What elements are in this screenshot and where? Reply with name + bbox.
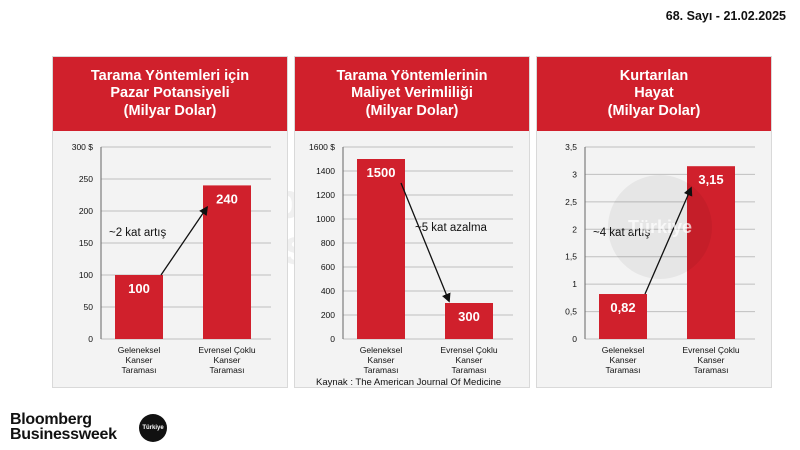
chart-title: Tarama Yöntemlerinin Maliyet Verimliliği… (295, 57, 529, 131)
chart-title-line: Kurtarılan (619, 67, 689, 84)
chart-title-line: (Milyar Dolar) (123, 102, 217, 119)
category-label: Geleneksel (602, 345, 645, 355)
category-label: Taraması (122, 365, 157, 375)
y-tick-label: 0 (330, 334, 335, 344)
charts-area: Tarama Yöntemleri için Pazar Potansiyeli… (52, 56, 772, 388)
brand-logo: Bloomberg Businessweek (10, 411, 117, 443)
category-label: Kanser (126, 355, 153, 365)
category-label: Kanser (456, 355, 483, 365)
y-tick-label: 250 (79, 174, 93, 184)
y-tick-label: 2 (572, 224, 577, 234)
bar-universal (687, 166, 735, 339)
y-tick-label: 800 (321, 238, 335, 248)
category-label: Kanser (698, 355, 725, 365)
change-annotation: ~5 kat azalma (415, 222, 488, 234)
y-tick-label: 0 (572, 334, 577, 344)
chart-title-line: Tarama Yöntemleri için (90, 67, 250, 84)
y-tick-label: 50 (84, 302, 94, 312)
y-tick-label: 0 (88, 334, 93, 344)
trend-arrow (644, 186, 693, 295)
category-label: Geleneksel (360, 345, 403, 355)
chart-market-potential: Tarama Yöntemleri için Pazar Potansiyeli… (52, 56, 288, 388)
y-tick-label: 1200 (316, 190, 335, 200)
bar-traditional (357, 159, 405, 339)
category-label: Geleneksel (118, 345, 161, 355)
chart-lives-saved: Kurtarılan Hayat (Milyar Dolar) 0 0,5 1 1,5… (536, 56, 772, 388)
category-label: Evrensel Çoklu (198, 345, 255, 355)
logo-badge: Türkiye (139, 414, 167, 442)
bar-universal (445, 303, 493, 339)
y-tick-label: 200 (79, 206, 93, 216)
category-label: Taraması (694, 365, 729, 375)
category-label: Evrensel Çoklu (682, 345, 739, 355)
category-label: Taraması (210, 365, 245, 375)
chart-title-line: Pazar Potansiyeli (110, 85, 230, 102)
y-tick-label: 150 (79, 238, 93, 248)
bar-value-label: 3,15 (698, 172, 723, 187)
change-annotation: ~4 kat artış (593, 227, 650, 239)
y-tick-label: 300 $ (72, 142, 94, 152)
chart-title: Tarama Yöntemleri için Pazar Potansiyeli… (53, 57, 287, 131)
category-label: Kanser (368, 355, 395, 365)
chart-cost-efficiency: Tarama Yöntemlerinin Maliyet Verimliliği… (294, 56, 530, 388)
bar-universal (203, 185, 251, 339)
category-label: Kanser (610, 355, 637, 365)
y-tick-label: 400 (321, 286, 335, 296)
y-tick-label: 2,5 (565, 197, 577, 207)
bar-traditional (115, 275, 163, 339)
source-note: Kaynak : The American Journal Of Medicin… (316, 377, 502, 388)
bar-value-label: 100 (128, 281, 150, 296)
category-label: Taraması (452, 365, 487, 375)
y-tick-label: 600 (321, 262, 335, 272)
bar-value-label: 0,82 (610, 300, 635, 315)
logo-line-2: Businessweek (10, 426, 117, 443)
chart-title-line: Tarama Yöntemlerinin (336, 67, 488, 84)
bar-value-label: 240 (216, 191, 238, 206)
y-tick-label: 3,5 (565, 142, 577, 152)
y-tick-label: 1,5 (565, 252, 577, 262)
issue-date: 68. Sayı - 21.02.2025 (665, 9, 786, 23)
y-tick-label: 0,5 (565, 307, 577, 317)
chart-title: Kurtarılan Hayat (Milyar Dolar) (537, 57, 771, 131)
trend-arrow (160, 205, 209, 276)
y-tick-label: 1000 (316, 214, 335, 224)
chart-plot: 00,511,522,533,50,82GelenekselKanserTara… (565, 142, 755, 375)
y-tick-label: 1600 $ (309, 142, 335, 152)
chart-plot: 0 200 400 600 800 1000 1200 1400 1600 $ 1500 Gelen… (309, 142, 513, 375)
y-tick-label: 1400 (316, 166, 335, 176)
logo-line-1: Bloomberg (10, 411, 92, 428)
category-label: Evrensel Çoklu (440, 345, 497, 355)
chart-title-line: (Milyar Dolar) (607, 102, 701, 119)
chart-title-line: Hayat (634, 85, 674, 102)
category-label: Taraması (606, 365, 641, 375)
category-label: Kanser (214, 355, 241, 365)
y-tick-label: 1 (572, 279, 577, 289)
y-tick-label: 3 (572, 169, 577, 179)
trend-arrow (400, 182, 451, 303)
bar-value-label: 300 (458, 309, 480, 324)
chart-title-line: Maliyet Verimliliği (351, 85, 473, 102)
chart-title-line: (Milyar Dolar) (365, 102, 459, 119)
bar-value-label: 1500 (367, 165, 396, 180)
change-annotation: ~2 kat artış (109, 227, 166, 239)
bar-traditional (599, 294, 647, 339)
y-tick-label: 100 (79, 270, 93, 280)
category-label: Taraması (364, 365, 399, 375)
y-tick-label: 200 (321, 310, 335, 320)
